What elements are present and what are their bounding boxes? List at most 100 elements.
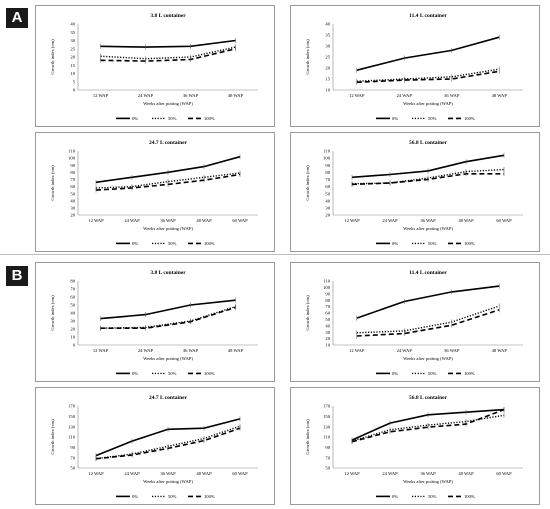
chart-1-ytick-7: 35 <box>70 30 75 35</box>
chart-3-xtick-4: 60 WAP <box>232 218 248 223</box>
chart-8-xlabel: Weeks after potting (WAP) <box>403 479 453 484</box>
chart-2-ytick-3: 25 <box>325 55 330 60</box>
chart-1-series-0-line <box>100 39 236 48</box>
chart-3-series-1-line <box>95 172 241 189</box>
chart-5-legend-label-0: 0% <box>132 371 138 376</box>
chart-1-legend-label-2: 100% <box>204 116 215 121</box>
chart-b-11-4l: 11.4 L container 10 20 30 40 50 60 70 80 90 100 110… <box>290 262 540 382</box>
chart-3-xtick-3: 48 WAP <box>196 218 212 223</box>
chart-1-xlabel: Weeks after potting (WAP) <box>143 101 193 106</box>
chart-7-legend-label-1: 50% <box>168 494 177 499</box>
chart-4-ytick-8: 100 <box>323 156 331 161</box>
chart-1-ytick-2: 10 <box>70 71 75 76</box>
chart-a-56-8l-svg: 56.8 L container 20 30 40 50 60 70 80 90 100 110 12… <box>305 140 523 246</box>
chart-4-ylabel: Growth index (cm) <box>305 165 310 201</box>
chart-1-legend-label-0: 0% <box>132 116 138 121</box>
chart-8-series-2-line <box>351 408 505 443</box>
chart-2-ytick-2: 20 <box>325 66 330 71</box>
chart-b-24-7l-svg: 24.7 L container 50 70 90 110 130 150 170 12 WAP… <box>50 395 258 499</box>
chart-a-3-8l-svg: 3.8 L container 0 5 10 15 20 25 30 35 40 12 WAP 24 … <box>50 13 258 121</box>
chart-3-ytick-6: 80 <box>70 170 75 175</box>
chart-3-xtick-1: 24 WAP <box>124 218 140 223</box>
panel-label-b: B <box>6 266 28 286</box>
chart-2-series-0-line <box>356 36 500 71</box>
chart-4-xtick-4: 60 WAP <box>496 218 512 223</box>
chart-3-ytick-8: 100 <box>68 156 76 161</box>
chart-7-ytick-3: 110 <box>68 435 75 440</box>
chart-4-ytick-3: 50 <box>325 191 330 196</box>
chart-a-24-7l: 24.7 L container 20 30 40 50 60 70 80 90 100 110 12… <box>35 132 275 252</box>
chart-3-ytick-2: 40 <box>70 198 75 203</box>
chart-5-ytick-7: 70 <box>70 287 75 292</box>
chart-7-xtick-3: 48 WAP <box>196 471 212 476</box>
chart-6-xtick-2: 36 WAP <box>444 348 460 353</box>
chart-2-xtick-0: 12 WAP <box>349 93 365 98</box>
chart-8-ylabel: Growth index (cm) <box>305 419 310 455</box>
chart-3-ylabel: Growth index (cm) <box>50 165 55 201</box>
chart-8-xtick-0: 12 WAP <box>344 471 360 476</box>
chart-1-ylabel: Growth index (cm) <box>50 39 55 75</box>
chart-1-series-1-line <box>100 46 236 60</box>
chart-5-legend-label-1: 50% <box>168 371 177 376</box>
chart-8-xtick-2: 36 WAP <box>420 471 436 476</box>
chart-4-ytick-5: 70 <box>325 177 330 182</box>
chart-5-ytick-4: 40 <box>70 311 75 316</box>
chart-6-series-0-line <box>356 285 500 319</box>
chart-5-ytick-1: 10 <box>70 335 75 340</box>
chart-1-xtick-0: 12 WAP <box>93 93 109 98</box>
chart-6-title: 11.4 L container <box>409 270 447 276</box>
chart-1-ytick-3: 15 <box>70 63 75 68</box>
chart-7-title: 24.7 L container <box>149 395 188 401</box>
chart-2-xtick-1: 24 WAP <box>397 93 413 98</box>
chart-4-xtick-1: 24 WAP <box>382 218 398 223</box>
chart-b-24-7l: 24.7 L container 50 70 90 110 130 150 170 12 WAP… <box>35 387 275 505</box>
chart-1-xtick-2: 36 WAP <box>183 93 199 98</box>
chart-8-ytick-3: 110 <box>323 435 330 440</box>
chart-5-ytick-2: 20 <box>70 327 75 332</box>
chart-8-legend-label-2: 100% <box>464 494 475 499</box>
chart-8-ytick-0: 50 <box>325 466 330 471</box>
chart-1-legend-label-1: 50% <box>168 116 177 121</box>
chart-5-xtick-0: 12 WAP <box>93 348 109 353</box>
chart-6-xtick-3: 48 WAP <box>492 348 508 353</box>
chart-6-series-1-line <box>356 305 500 334</box>
chart-3-ytick-7: 90 <box>70 163 75 168</box>
chart-6-ytick-0: 10 <box>325 343 330 348</box>
chart-4-ytick-9: 110 <box>323 149 330 154</box>
chart-7-ytick-4: 130 <box>68 424 76 429</box>
chart-4-ytick-1: 30 <box>325 205 330 210</box>
chart-8-ytick-6: 170 <box>323 404 331 409</box>
chart-4-title: 56.8 L container <box>409 140 448 146</box>
chart-3-title: 24.7 L container <box>149 140 188 146</box>
chart-6-series-2-line <box>356 309 500 337</box>
chart-4-ytick-7: 90 <box>325 163 330 168</box>
chart-8-ytick-2: 90 <box>325 445 330 450</box>
chart-7-legend-label-0: 0% <box>132 494 138 499</box>
chart-6-xlabel: Weeks after potting (WAP) <box>403 356 453 361</box>
chart-a-56-8l: 56.8 L container 20 30 40 50 60 70 80 90 100 110 12… <box>290 132 540 252</box>
chart-8-legend-label-0: 0% <box>392 494 398 499</box>
panel-label-a: A <box>6 8 28 28</box>
chart-2-xtick-2: 36 WAP <box>444 93 460 98</box>
chart-2-xlabel: Weeks after potting (WAP) <box>403 101 453 106</box>
chart-1-series-2-line <box>100 48 236 62</box>
chart-3-ytick-0: 20 <box>70 213 75 218</box>
chart-7-ytick-5: 150 <box>68 414 76 419</box>
chart-4-xtick-0: 12 WAP <box>344 218 360 223</box>
chart-a-24-7l-svg: 24.7 L container 20 30 40 50 60 70 80 90 100 110 12… <box>50 140 258 246</box>
chart-1-ytick-6: 30 <box>70 38 75 43</box>
chart-7-ytick-6: 170 <box>68 404 76 409</box>
chart-3-ytick-1: 30 <box>70 205 75 210</box>
chart-5-legend-label-2: 100% <box>204 371 215 376</box>
chart-8-ytick-5: 150 <box>323 414 331 419</box>
chart-6-xtick-0: 12 WAP <box>349 348 365 353</box>
chart-1-ytick-0: 0 <box>73 88 76 93</box>
chart-4-ytick-2: 40 <box>325 198 330 203</box>
chart-2-ylabel: Growth index (cm) <box>305 39 310 75</box>
chart-6-ytick-2: 30 <box>325 330 330 335</box>
chart-7-xtick-0: 12 WAP <box>88 471 104 476</box>
chart-1-xtick-3: 48 WAP <box>228 93 244 98</box>
chart-7-series-2-line <box>95 427 241 460</box>
chart-1-ytick-1: 5 <box>73 79 76 84</box>
chart-3-ytick-5: 70 <box>70 177 75 182</box>
